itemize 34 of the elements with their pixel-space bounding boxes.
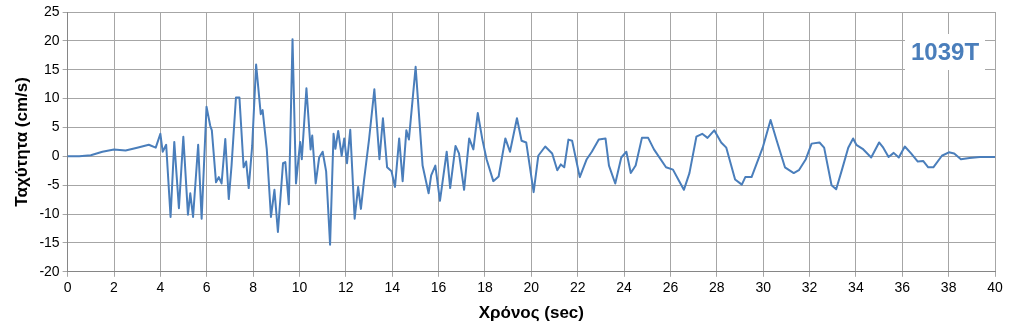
y-tick-label: 0 bbox=[51, 147, 60, 164]
annotation: 1039T bbox=[905, 34, 986, 70]
x-tick-label: 34 bbox=[848, 279, 864, 296]
x-tick-label: 22 bbox=[569, 279, 586, 296]
y-tick-label: -5 bbox=[47, 176, 60, 193]
y-tick-label: 20 bbox=[44, 31, 60, 48]
x-tick-label: 18 bbox=[477, 279, 493, 296]
y-tick-label: 15 bbox=[44, 60, 60, 77]
x-tick-label: 30 bbox=[755, 279, 772, 296]
x-tick-label: 14 bbox=[384, 279, 401, 296]
x-tick-label: 36 bbox=[894, 279, 911, 296]
y-tick-label: 10 bbox=[44, 89, 60, 106]
x-tick-label: 32 bbox=[801, 279, 818, 296]
y-tick-label: -10 bbox=[39, 204, 60, 221]
y-tick-label: 5 bbox=[51, 118, 60, 135]
x-tick-label: 38 bbox=[940, 279, 957, 296]
x-tick-label: 4 bbox=[156, 279, 165, 296]
x-tick-label: 12 bbox=[338, 279, 354, 296]
x-tick-label: 10 bbox=[291, 279, 308, 296]
y-axis-title: Ταχύτητα (cm/s) bbox=[11, 77, 31, 207]
x-tick-label: 24 bbox=[616, 279, 633, 296]
y-tick-label: -15 bbox=[39, 233, 60, 250]
x-tick-label: 16 bbox=[430, 279, 447, 296]
x-tick-label: 0 bbox=[63, 279, 72, 296]
x-tick-label: 6 bbox=[202, 279, 211, 296]
x-tick-label: 20 bbox=[523, 279, 540, 296]
x-tick-label: 8 bbox=[249, 279, 258, 296]
x-tick-label: 40 bbox=[987, 279, 1003, 296]
x-tick-label: 28 bbox=[709, 279, 725, 296]
y-tick-label: -20 bbox=[39, 262, 60, 279]
x-axis-title: Χρόνος (sec) bbox=[478, 303, 584, 323]
y-tick-label: 25 bbox=[44, 2, 60, 19]
x-tick-label: 26 bbox=[662, 279, 679, 296]
x-tick-label: 2 bbox=[110, 279, 119, 296]
